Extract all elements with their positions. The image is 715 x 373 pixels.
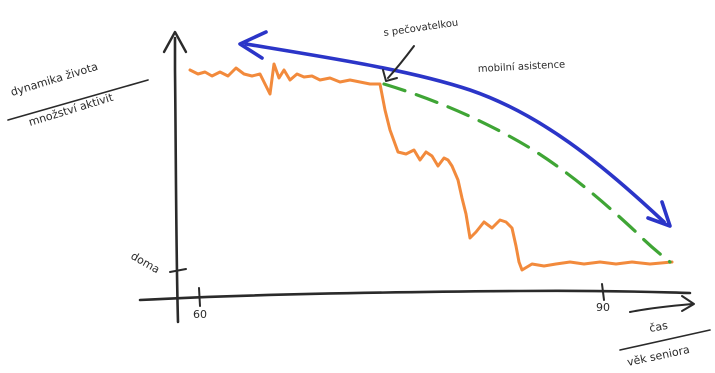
y-axis: [173, 36, 180, 324]
home-tick: [169, 268, 187, 273]
annotation-pointer-head: [382, 69, 398, 82]
annotation-pointer: [387, 45, 415, 79]
blue-arrowhead-right: [646, 200, 672, 228]
time-arrow: [629, 303, 693, 313]
y-axis-arrowhead: [162, 30, 188, 54]
blue-double-arrow: [244, 42, 666, 224]
assistance-line: [382, 82, 672, 264]
point-annotation: s pečovatelkou: [383, 17, 459, 39]
y-label-bottom: množství aktivit: [27, 91, 115, 129]
x-label-top: čas: [648, 319, 669, 335]
y-label-top: dynamika života: [9, 60, 99, 99]
tick-start-label: 60: [193, 308, 207, 321]
y-label-divider: [7, 79, 149, 121]
x-label-divider: [619, 329, 711, 351]
arrow-annotation: mobilní asistence: [478, 58, 566, 75]
x-axis: [138, 289, 692, 302]
tick-end-mark: [601, 283, 605, 301]
tick-start-mark: [198, 287, 201, 307]
home-label: doma: [129, 249, 162, 276]
decline-line: [188, 62, 674, 272]
time-arrowhead: [681, 295, 695, 312]
tick-end-label: 90: [596, 301, 610, 314]
blue-arrowhead-left: [238, 30, 268, 60]
